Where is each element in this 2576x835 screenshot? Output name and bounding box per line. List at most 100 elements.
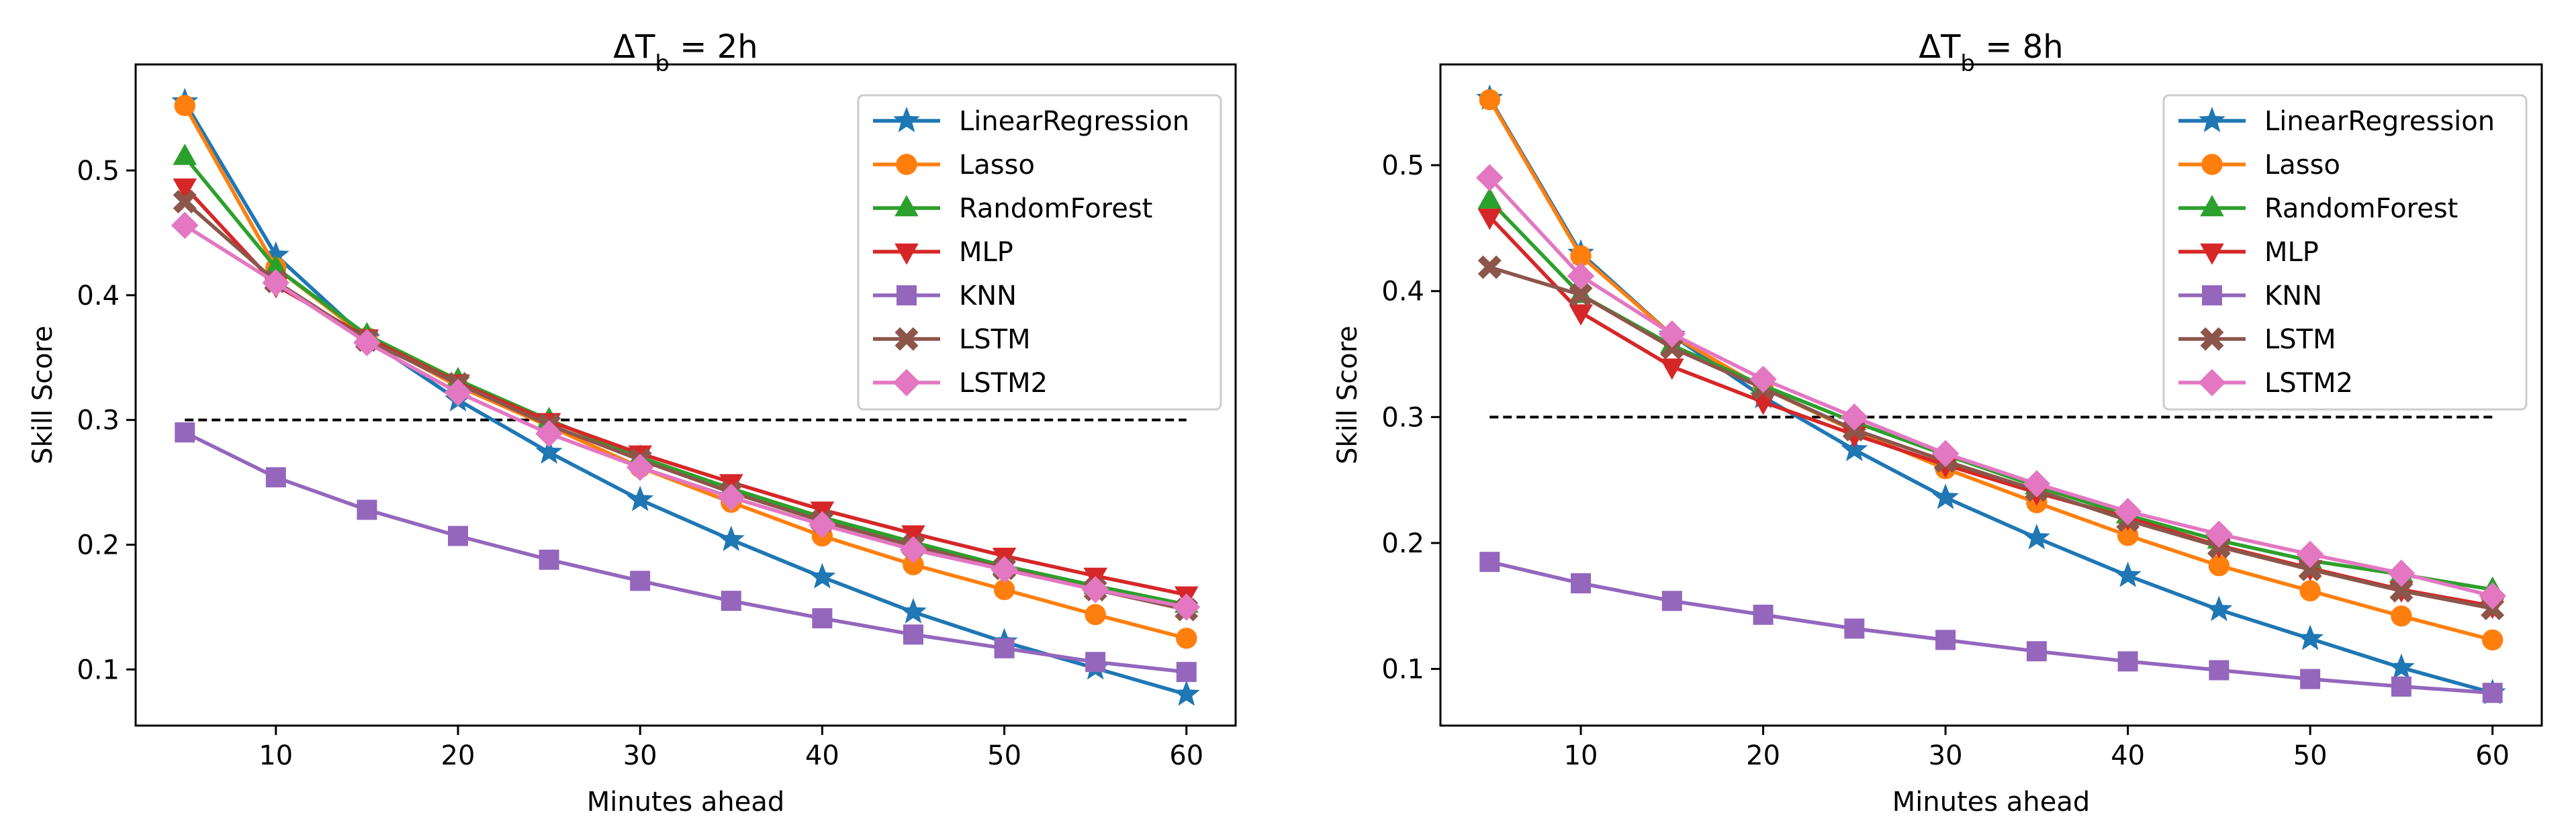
- data-point: [1176, 628, 1197, 649]
- legend-frame: [857, 94, 1222, 411]
- x-tick-label: 60: [1169, 740, 1203, 771]
- data-point: [2481, 629, 2503, 651]
- x-tick-label: 30: [623, 740, 657, 771]
- legend-label: Lasso: [959, 150, 1035, 181]
- legend-entry-mlp: MLP: [2178, 237, 2319, 268]
- data-point: [1749, 365, 1777, 393]
- legend-marker: [2201, 154, 2223, 175]
- data-point: [1571, 573, 1592, 593]
- data-point: [812, 608, 833, 629]
- data-point: [2482, 683, 2503, 703]
- data-point: [2205, 520, 2233, 548]
- legend: LinearRegression Lasso RandomForest MLP KNN L…: [857, 94, 1222, 411]
- data-point: [627, 485, 654, 511]
- data-point: [2300, 669, 2321, 689]
- legend-entry-knn: KNN: [2178, 281, 2322, 311]
- legend-entry-linearregression: LinearRegression: [2178, 106, 2495, 137]
- legend-entry-lasso: Lasso: [2178, 150, 2340, 181]
- data-point: [2023, 470, 2051, 498]
- data-point: [717, 526, 745, 552]
- data-point: [173, 178, 197, 200]
- legend-label: KNN: [959, 281, 1017, 311]
- legend-marker: [2200, 243, 2224, 265]
- data-point: [1658, 320, 1686, 348]
- data-point: [626, 453, 654, 481]
- data-point: [1569, 283, 1593, 307]
- y-tick-label: 0.2: [1381, 528, 1424, 559]
- legend-marker: [896, 285, 917, 305]
- data-point: [1569, 304, 1593, 326]
- data-point: [2296, 540, 2324, 569]
- series-knn: [175, 422, 1197, 683]
- legend-marker: [896, 154, 917, 175]
- series-knn: [1479, 552, 2503, 703]
- data-point: [2391, 605, 2412, 627]
- data-point: [1751, 393, 1776, 415]
- legend-marker: [894, 327, 919, 351]
- data-point: [1085, 603, 1106, 626]
- legend-entry-knn: KNN: [873, 281, 1017, 311]
- y-tick-label: 0.5: [1381, 150, 1424, 181]
- data-point: [1477, 208, 1502, 230]
- data-point: [262, 268, 290, 297]
- data-point: [173, 143, 197, 165]
- data-point: [535, 420, 563, 448]
- x-tick-label: 10: [1564, 740, 1598, 771]
- data-point: [717, 483, 745, 511]
- legend-marker: [894, 195, 919, 217]
- x-axis-label: Minutes ahead: [587, 787, 785, 818]
- y-tick-label: 0.4: [77, 281, 120, 311]
- x-tick-label: 50: [2293, 740, 2328, 771]
- legend-label: Lasso: [2264, 150, 2340, 181]
- data-point: [444, 379, 472, 407]
- data-point: [2114, 561, 2142, 587]
- data-point: [994, 638, 1015, 658]
- legend: LinearRegression Lasso RandomForest MLP KNN L…: [2162, 94, 2528, 411]
- series-lasso: [1479, 89, 2503, 651]
- data-point: [265, 467, 286, 488]
- x-tick-label: 60: [2475, 740, 2510, 771]
- data-point: [2114, 497, 2142, 526]
- y-tick-label: 0.3: [77, 405, 120, 436]
- legend-label: LSTM2: [2264, 368, 2353, 399]
- chart-title: ΔTb = 2h: [613, 28, 757, 77]
- legend-entry-randomforest: RandomForest: [2178, 193, 2458, 224]
- data-point: [1479, 89, 1501, 111]
- series-line: [183, 224, 1187, 609]
- legend-label: LSTM: [959, 324, 1031, 355]
- x-tick-label: 20: [1746, 740, 1780, 771]
- chart-panel-2: ΔTb = 8h 10 20 30 40 50 60 0.1 0.2 0.3 0.4 0.5 Minut…: [1332, 28, 2543, 818]
- data-point: [2479, 582, 2507, 610]
- data-point: [903, 624, 923, 645]
- data-point: [1176, 662, 1197, 683]
- data-point: [899, 597, 927, 624]
- data-point: [1085, 652, 1106, 673]
- chart-panel-1: ΔTb = 2h 10 20 30 40 50 60 0.1 0.2 0.3 0.4 0.5 Minut…: [28, 28, 1237, 818]
- data-point: [809, 562, 836, 589]
- series-line: [1489, 265, 2493, 611]
- data-point: [2026, 641, 2047, 662]
- data-point: [721, 591, 741, 611]
- data-point: [1841, 403, 1868, 431]
- data-point: [1479, 552, 1500, 573]
- legend-entry-randomforest: RandomForest: [873, 193, 1152, 224]
- data-point: [1567, 262, 1595, 290]
- data-point: [1935, 630, 1956, 650]
- y-axis-label: Skill Score: [28, 326, 58, 464]
- legend-entry-linearregression: LinearRegression: [873, 106, 1189, 137]
- y-tick-label: 0.2: [77, 530, 120, 561]
- data-point: [991, 556, 1018, 584]
- legend-entry-lstm: LSTM: [2178, 324, 2336, 355]
- legend-marker: [2200, 195, 2224, 217]
- y-axis-label: Skill Score: [1332, 326, 1363, 464]
- data-point: [539, 549, 559, 570]
- data-point: [2117, 651, 2138, 672]
- axes-frame: [134, 63, 1237, 727]
- x-axis-label: Minutes ahead: [1892, 787, 2090, 818]
- data-point: [2208, 555, 2230, 577]
- data-point: [357, 499, 377, 520]
- y-tick-label: 0.1: [1381, 654, 1424, 685]
- legend-label: LinearRegression: [959, 106, 1189, 137]
- data-point: [1660, 358, 1684, 380]
